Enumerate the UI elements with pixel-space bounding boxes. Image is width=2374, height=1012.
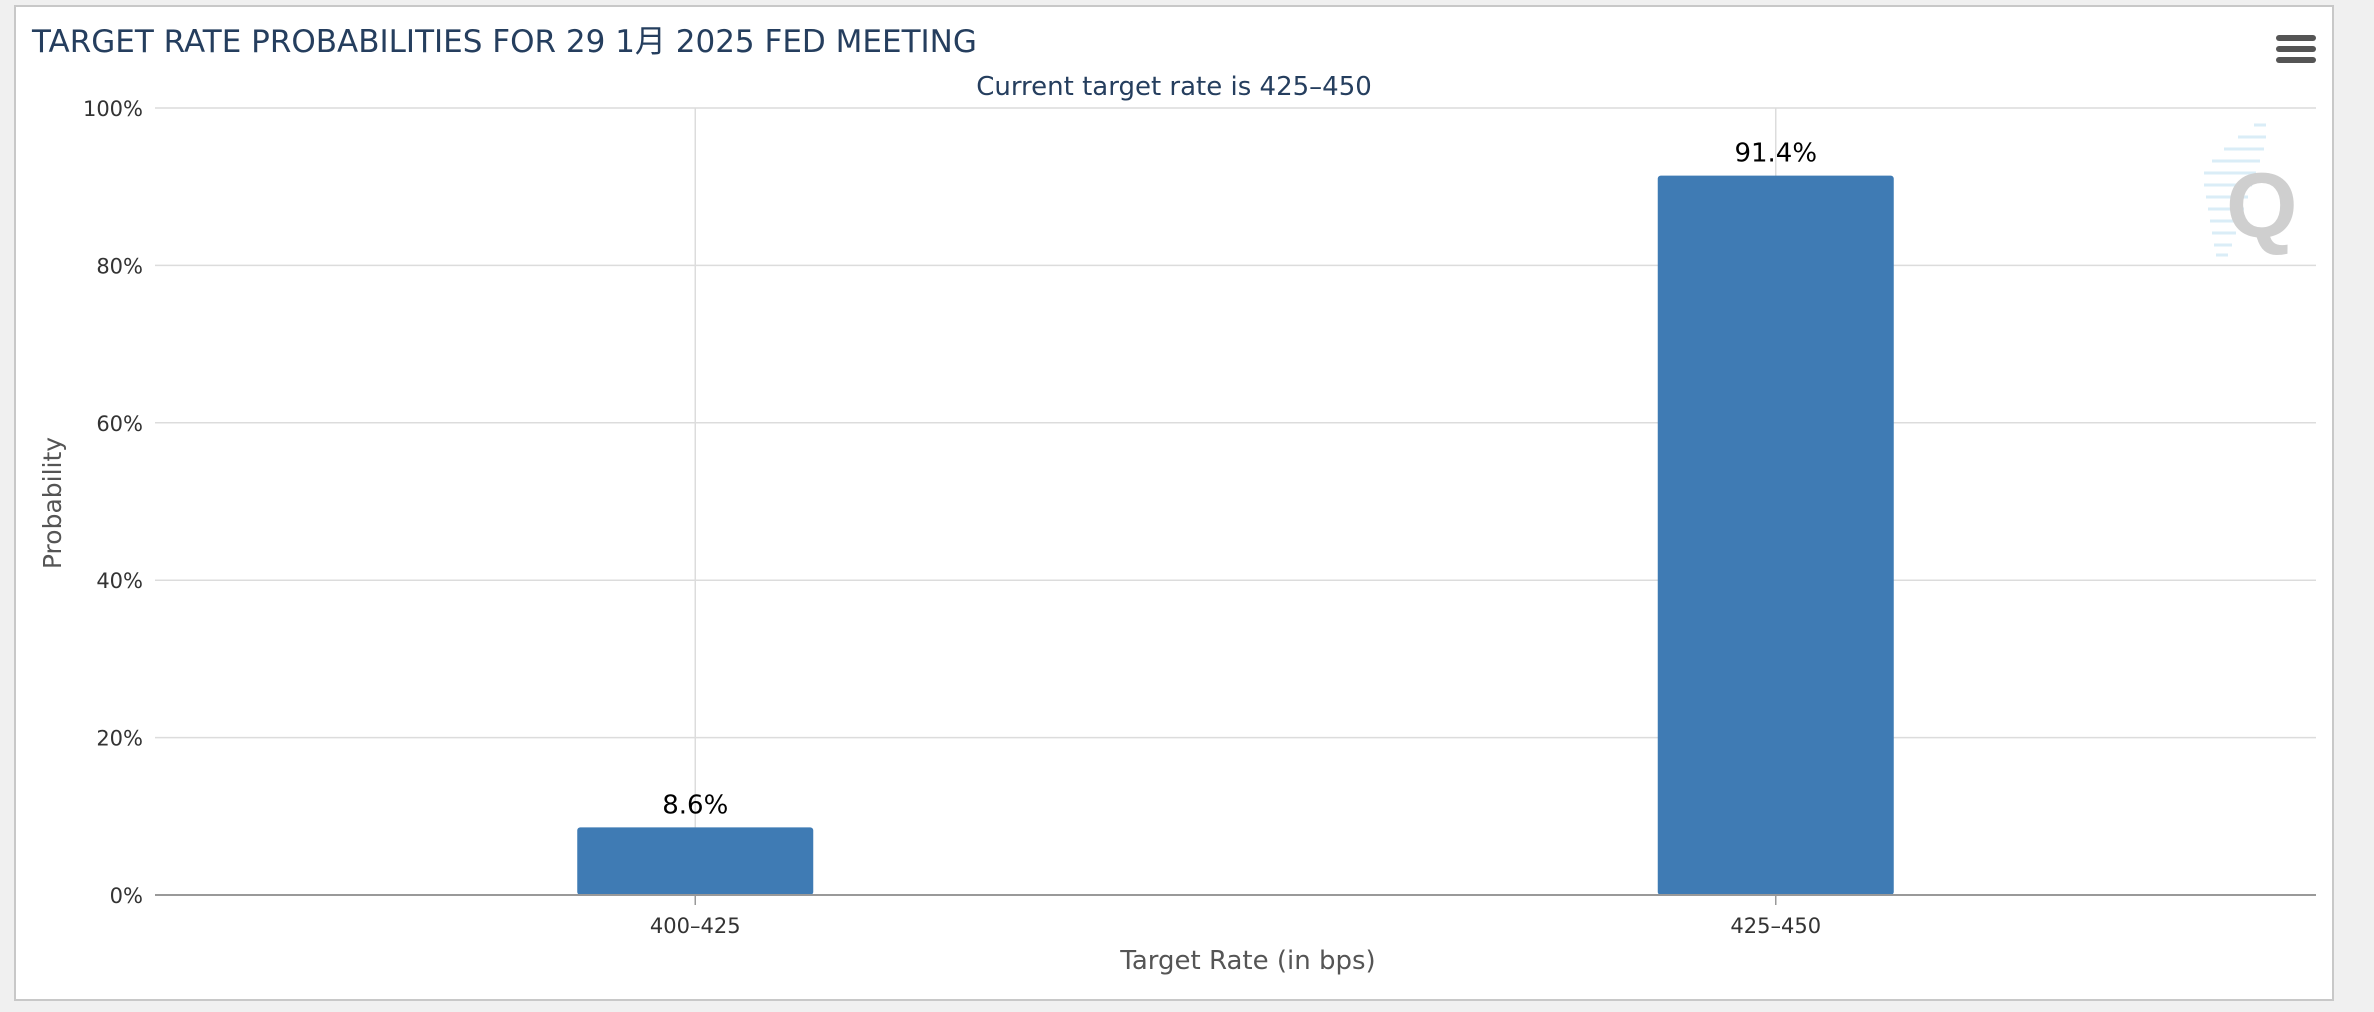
y-tick-label: 0% — [110, 884, 143, 908]
chart-container: TARGET RATE PROBABILITIES FOR 29 1月 2025… — [14, 5, 2334, 1001]
y-tick-label: 100% — [83, 97, 143, 121]
grid-lines — [155, 107, 2316, 896]
data-label: 91.4% — [1734, 139, 1817, 169]
bar[interactable] — [1657, 175, 1894, 895]
y-tick-label: 60% — [96, 412, 143, 436]
y-tick-label: 20% — [96, 727, 143, 751]
q-logo-watermark: Q — [2204, 123, 2298, 257]
x-tick-label: 400–425 — [650, 914, 741, 938]
x-tick-label: 425–450 — [1730, 914, 1821, 938]
bars — [577, 175, 1894, 895]
y-axis-title: Probability — [38, 437, 67, 569]
x-axis-title: Target Rate (in bps) — [1119, 946, 1375, 976]
x-axis-tick-labels: 400–425 425–450 — [650, 895, 1821, 938]
bar[interactable] — [577, 827, 814, 895]
y-tick-label: 40% — [96, 569, 143, 593]
hamburger-menu-icon[interactable] — [2276, 35, 2316, 69]
chart-subtitle: Current target rate is 425–450 — [976, 72, 1372, 102]
svg-text:Q: Q — [2226, 155, 2298, 257]
bar-chart: TARGET RATE PROBABILITIES FOR 29 1月 2025… — [31, 24, 2316, 976]
data-label: 8.6% — [662, 790, 728, 820]
y-tick-label: 80% — [96, 254, 143, 278]
y-axis-tick-labels: 0% 20% 40% 60% 80% 100% — [83, 97, 143, 908]
data-labels: 8.6% 91.4% — [662, 139, 1817, 821]
chart-title: TARGET RATE PROBABILITIES FOR 29 1月 2025… — [31, 24, 977, 60]
